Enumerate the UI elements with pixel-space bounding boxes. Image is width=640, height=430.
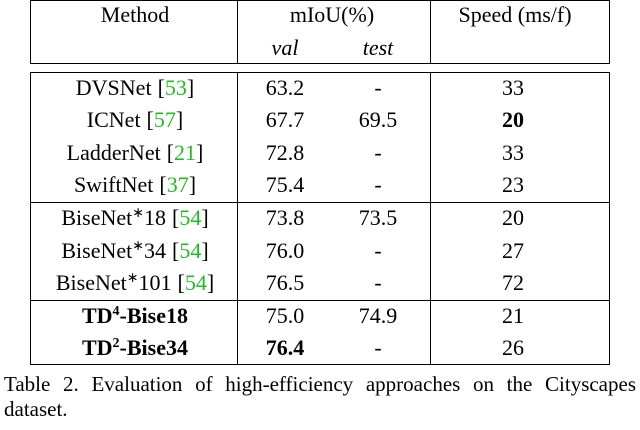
cite-bracket: ]	[206, 270, 215, 295]
rule	[30, 0, 610, 1]
val-cell: 67.7	[265, 107, 305, 132]
cite-number: 53	[164, 75, 187, 100]
method-sup: ∗	[132, 206, 144, 221]
method-suffix: 18	[143, 205, 166, 230]
rule	[30, 300, 610, 301]
caption: Table 2. Evaluation of high-efficiency a…	[4, 372, 636, 421]
cite-bracket: ]	[188, 172, 197, 197]
rule	[609, 0, 610, 64]
method-cell: LadderNet [21]	[67, 140, 204, 166]
val-cell: 72.8	[265, 140, 305, 165]
method-name: TD	[81, 335, 113, 360]
method-name: BiseNet	[55, 270, 127, 295]
method-cell: DVSNet [53]	[76, 75, 194, 101]
method-suffix: 101	[138, 270, 172, 295]
speed-cell: 27	[502, 238, 524, 263]
speed-cell: 72	[502, 270, 524, 295]
speed-cell: 20	[502, 205, 524, 230]
speed-cell: 20	[502, 107, 524, 132]
cite-bracket: [	[146, 107, 154, 132]
rule	[30, 72, 31, 365]
rule	[30, 72, 610, 73]
speed-cell: 33	[502, 75, 524, 100]
method-cell: ICNet [57]	[87, 107, 183, 133]
test-cell: -	[374, 140, 382, 165]
rule	[30, 364, 610, 365]
val-cell: 75.0	[265, 303, 305, 328]
cite-bracket: [	[171, 205, 180, 230]
test-cell: -	[374, 270, 382, 295]
test-cell: -	[374, 172, 382, 197]
method-name: DVSNet	[75, 75, 152, 100]
header-method: Method	[100, 2, 170, 27]
cite-bracket: ]	[186, 75, 195, 100]
method-suffix: -Bise18	[119, 303, 189, 328]
cite-bracket: ]	[196, 140, 204, 165]
test-cell: -	[374, 335, 382, 360]
header-val: val	[271, 35, 299, 60]
cite-bracket: [	[159, 172, 167, 197]
rule	[30, 202, 610, 203]
cite-bracket: [	[171, 238, 180, 263]
cite-bracket: ]	[201, 238, 209, 263]
val-cell: 76.4	[265, 335, 305, 360]
method-sup: 4	[112, 304, 120, 319]
speed-cell: 26	[502, 335, 524, 360]
rule	[430, 72, 431, 365]
header-test: test	[362, 35, 394, 60]
cite-number: 54	[179, 205, 202, 230]
method-sup: ∗	[132, 239, 144, 254]
val-cell: 63.2	[265, 75, 305, 100]
speed-cell: 23	[502, 172, 524, 197]
method-cell: SwiftNet [37]	[74, 172, 196, 198]
cite-bracket: ]	[201, 205, 209, 230]
method-cell: BiseNet∗34 [54]	[61, 238, 208, 264]
speed-cell: 33	[502, 140, 524, 165]
val-cell: 75.4	[265, 172, 305, 197]
test-cell: 69.5	[358, 107, 398, 132]
method-suffix: 34	[143, 238, 166, 263]
rule	[237, 0, 238, 64]
method-sup: 2	[112, 336, 120, 351]
speed-cell: 21	[502, 303, 524, 328]
cite-number: 57	[153, 107, 176, 132]
cite-bracket: [	[177, 270, 185, 295]
method-name: BiseNet	[61, 205, 133, 230]
method-cell: TD2-Bise34	[82, 335, 188, 361]
rule	[30, 63, 610, 64]
cite-number: 21	[174, 140, 197, 165]
method-sup: ∗	[126, 271, 139, 286]
cite-number: 37	[166, 172, 189, 197]
test-cell: -	[374, 238, 382, 263]
test-cell: 74.9	[358, 303, 398, 328]
method-name: BiseNet	[61, 238, 133, 263]
cite-bracket: [	[157, 75, 165, 100]
method-cell: BiseNet∗18 [54]	[61, 205, 208, 231]
method-cell: TD4-Bise18	[82, 303, 188, 329]
method-name: LadderNet	[66, 140, 161, 165]
cite-number: 54	[184, 270, 207, 295]
cite-bracket: ]	[175, 107, 184, 132]
rule	[237, 72, 238, 365]
header-speed: Speed (ms/f)	[458, 2, 572, 27]
method-name: SwiftNet	[73, 172, 154, 197]
test-cell: -	[374, 75, 382, 100]
method-name: TD	[81, 303, 113, 328]
val-cell: 73.8	[265, 205, 305, 230]
header-miou: mIoU(%)	[289, 2, 375, 27]
cite-bracket: [	[166, 140, 175, 165]
rule	[30, 0, 31, 64]
method-suffix: -Bise34	[119, 335, 189, 360]
cite-number: 54	[179, 238, 202, 263]
val-cell: 76.5	[265, 270, 305, 295]
rule	[609, 72, 610, 365]
method-cell: BiseNet∗101 [54]	[56, 270, 214, 296]
val-cell: 76.0	[265, 238, 305, 263]
test-cell: 73.5	[358, 205, 398, 230]
method-name: ICNet	[86, 107, 141, 132]
rule	[430, 0, 431, 64]
